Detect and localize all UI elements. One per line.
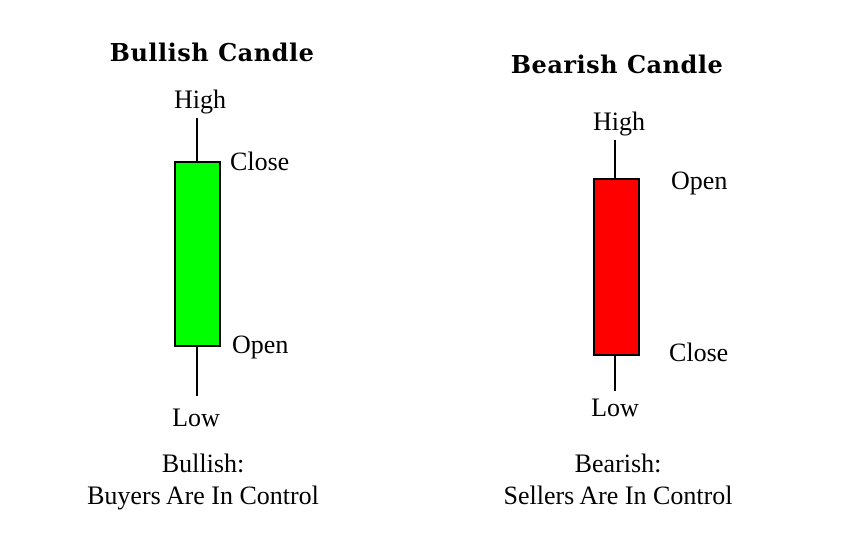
bullish-open-label: Open [232, 330, 289, 359]
bearish-caption-heading: Bearish: [574, 449, 662, 478]
bullish-caption: Bullish: Buyers Are In Control [87, 448, 319, 512]
bearish-low-label: Low [591, 393, 639, 422]
bullish-caption-heading: Bullish: [161, 449, 245, 478]
bearish-title: Bearish Candle [510, 50, 724, 79]
bearish-candle-panel: Bearish Candle High Open Close Low Beari… [420, 0, 865, 554]
bearish-close-label: Close [669, 338, 729, 367]
bullish-upper-wick [196, 118, 198, 162]
bullish-high-label: High [174, 85, 226, 114]
bullish-candle-body [174, 161, 221, 347]
bullish-lower-wick [196, 346, 198, 396]
bearish-high-label: High [593, 107, 645, 136]
bullish-low-label: Low [172, 403, 220, 432]
bearish-upper-wick [614, 140, 616, 180]
bullish-title: Bullish Candle [109, 38, 315, 67]
bearish-open-label: Open [671, 166, 728, 195]
bearish-candle-body [593, 178, 640, 356]
bullish-candle-panel: Bullish Candle High Close Open Low Bulli… [0, 0, 420, 554]
bearish-caption-text: Sellers Are In Control [503, 481, 733, 510]
bearish-lower-wick [614, 355, 616, 391]
bearish-caption: Bearish: Sellers Are In Control [504, 448, 733, 512]
bullish-caption-text: Buyers Are In Control [87, 481, 319, 510]
bullish-close-label: Close [230, 147, 290, 176]
